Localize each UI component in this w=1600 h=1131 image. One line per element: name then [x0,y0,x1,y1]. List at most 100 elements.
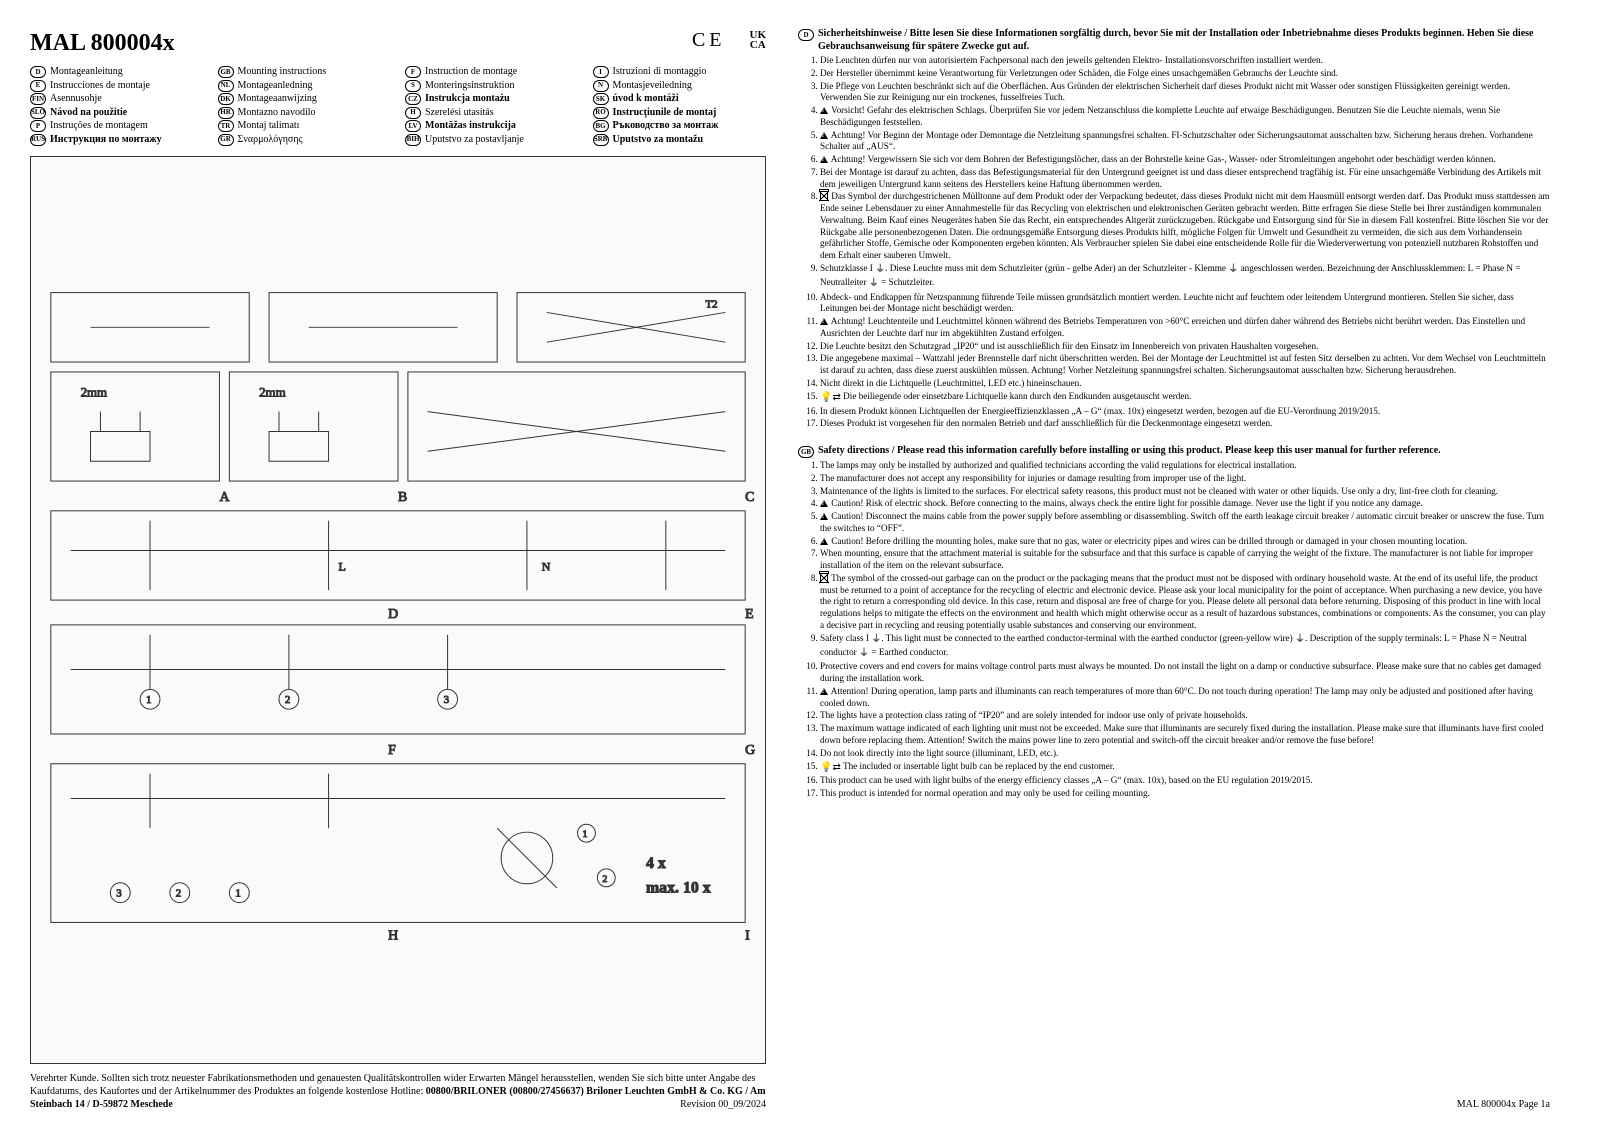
instruction-item: Bei der Montage ist darauf zu achten, da… [820,167,1550,191]
language-item: CZ Instrukcja montażu [405,93,579,106]
svg-text:T2: T2 [705,298,717,310]
language-item: SMonteringsinstruktion [405,80,579,93]
language-label: Uputstvo za postavljanje [425,134,524,147]
language-item: GB Mounting instructions [218,66,392,79]
instruction-item: The lights have a protection class ratin… [820,710,1550,722]
warning-icon [820,500,828,507]
instruction-item: Achtung! Vor Beginn der Montage oder Dem… [820,130,1550,154]
instruction-item: This product is intended for normal oper… [820,788,1550,800]
language-code: DK [218,93,234,105]
language-code: SLO [30,107,46,119]
svg-text:C: C [745,490,754,505]
language-code: HR [218,107,234,119]
language-item: SLO Návod na použitie [30,107,204,120]
language-label: Ръководство за монтаж [613,120,719,133]
language-label: Montāžas instrukcija [425,120,516,133]
language-item: SRBUputstvo za montažu [593,134,767,147]
footer-text: Verehrter Kunde. Sollten sich trotz neue… [30,1072,766,1111]
language-label: Instrucţiunile de montaj [613,107,717,120]
instruction-item: Die angegebene maximal – Wattzahl jeder … [820,353,1550,377]
svg-text:4 x: 4 x [646,855,666,872]
svg-text:2: 2 [285,694,290,706]
language-code: CZ [405,93,421,105]
section-heading: DSicherheitshinweise / Bitte lesen Sie d… [798,28,1550,53]
svg-text:2mm: 2mm [259,386,285,400]
svg-text:max. 10 x: max. 10 x [646,880,711,897]
svg-text:H: H [388,928,398,943]
diagram-svg: T2 2mm 2mm A B C L [31,157,765,1063]
svg-text:1: 1 [235,888,240,900]
language-label: Montaj talimatı [238,120,300,133]
language-code: NL [218,80,234,92]
language-item: H Szerelési utasítás [405,107,579,120]
instruction-item: Caution! Disconnect the mains cable from… [820,511,1550,535]
language-code: BG [593,120,609,132]
language-code: LV [405,120,421,132]
earth-icon: ⏚ [1228,264,1238,277]
language-label: Σναρμολόγησης [238,134,303,147]
language-item: TRMontaj talimatı [218,120,392,133]
instruction-list: Die Leuchten dürfen nur von autorisierte… [798,55,1550,431]
language-item: FINAsennusohje [30,93,204,106]
language-code: S [405,80,421,92]
language-code: SK [593,93,609,105]
instruction-item: The manufacturer does not accept any res… [820,473,1550,485]
language-item: HRMontazno navodilo [218,107,392,120]
instruction-item: Maintenance of the lights is limited to … [820,486,1550,498]
instruction-item: Dieses Produkt ist vorgesehen für den no… [820,418,1550,430]
language-item: FInstruction de montage [405,66,579,79]
language-label: Szerelési utasítás [425,107,494,120]
earth-icon: ⏚ [871,634,881,647]
svg-text:3: 3 [116,888,122,900]
instruction-list: The lamps may only be installed by autho… [798,460,1550,801]
language-item: DMontageanleitung [30,66,204,79]
language-label: Instruction de montage [425,66,517,79]
language-label: Montageanledning [238,80,313,93]
language-label: Návod na použitie [50,107,127,120]
language-label: Uputstvo za montažu [613,134,704,147]
instruction-item: The maximum wattage indicated of each li… [820,723,1550,747]
product-title: MAL 800004x [30,28,175,58]
language-code: RUS [30,134,46,146]
language-item: LV Montāžas instrukcija [405,120,579,133]
language-code: P [30,120,46,132]
earth-icon: ⏚ [869,278,879,291]
language-label: Istruzioni di montaggio [613,66,707,79]
instruction-item: The lamps may only be installed by autho… [820,460,1550,472]
language-code: H [405,107,421,119]
instruction-item: Die Leuchte besitzt den Schutzgrad „IP20… [820,341,1550,353]
language-grid: DMontageanleitung GB Mounting instructions… [30,66,766,146]
language-code: GR [218,134,234,146]
weee-bin-icon [820,573,828,583]
language-code: I [593,66,609,78]
language-item: P Instruções de montagem [30,120,204,133]
assembly-diagram: T2 2mm 2mm A B C L [30,156,766,1064]
instruction-item: Die Pflege von Leuchten beschränkt sich … [820,81,1550,105]
svg-text:A: A [219,490,229,505]
svg-text:N: N [542,559,551,573]
warning-icon [820,688,828,695]
instruction-item: Der Hersteller übernimmt keine Verantwor… [820,68,1550,80]
language-code: GB [218,66,234,78]
section-heading: GBSafety directions / Please read this i… [798,445,1550,458]
weee-bin-icon [820,191,828,201]
section-lang-code: GB [798,446,814,458]
language-label: Mounting instructions [238,66,327,79]
language-code: D [30,66,46,78]
instruction-item: Abdeck- und Endkappen für Netzspannung f… [820,292,1550,316]
compliance-marks: C E UKCA [692,28,766,53]
warning-icon [820,513,828,520]
instruction-item: The symbol of the crossed-out garbage ca… [820,573,1550,632]
language-label: Instrukcja montażu [425,93,510,106]
svg-text:1: 1 [146,694,151,706]
language-code: N [593,80,609,92]
svg-text:F: F [388,743,396,758]
language-code: FIN [30,93,46,105]
language-label: Instruções de montagem [50,120,148,133]
language-item: BIHUputstvo za postavljanje [405,134,579,147]
language-label: Montageaanwijzing [238,93,317,106]
svg-text:E: E [745,607,753,622]
language-item: NMontasjeveiledning [593,80,767,93]
language-item: ROInstrucţiunile de montaj [593,107,767,120]
instruction-item: Caution! Before drilling the mounting ho… [820,536,1550,548]
